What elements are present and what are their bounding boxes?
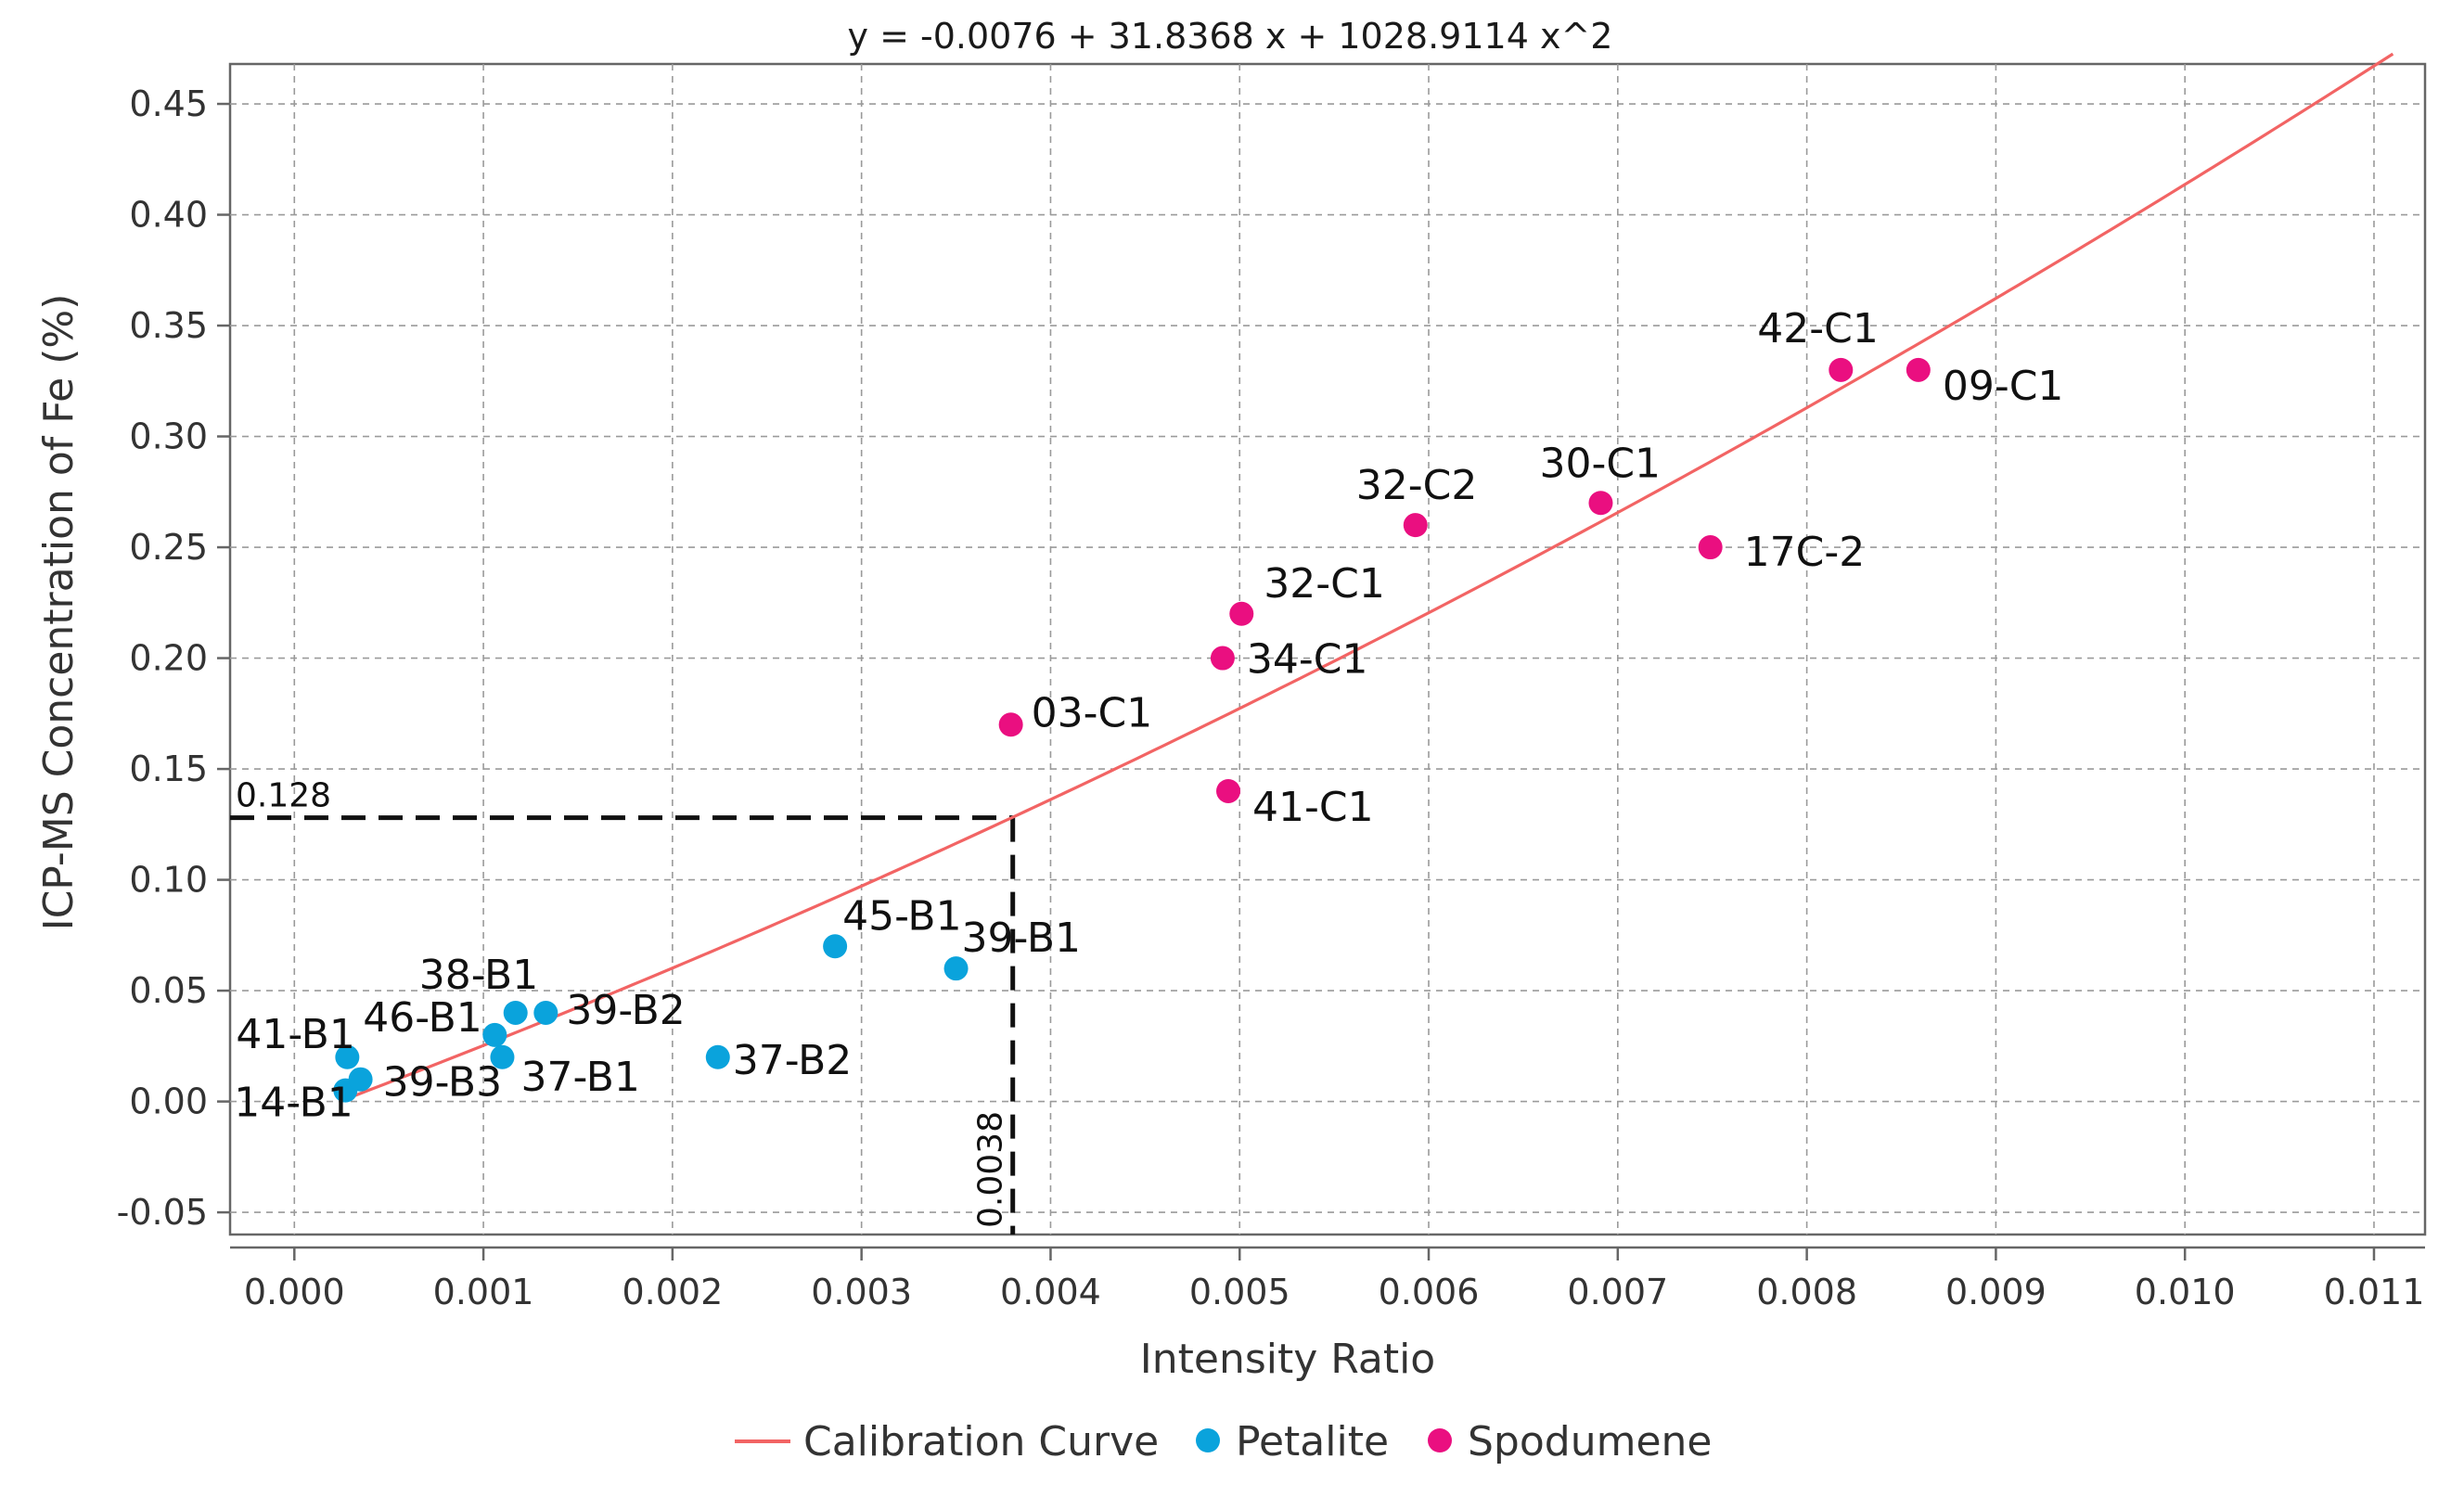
- y-tick-label: 0.35: [129, 305, 208, 346]
- spodumene-point-34-c1: [1210, 646, 1235, 671]
- point-label-41-b1: 41-B1: [236, 1011, 354, 1058]
- petalite-point-45-b1: [823, 934, 848, 959]
- plot-frame: [228, 62, 2427, 1236]
- petalite-point-46-b1: [482, 1022, 507, 1047]
- chart-title: y = -0.0076 + 31.8368 x + 1028.9114 x^2: [848, 16, 1613, 57]
- reference-y-label: 0.128: [236, 777, 331, 815]
- legend-label-petalite: Petalite: [1236, 1418, 1389, 1465]
- y-tick-label: 0.15: [129, 748, 208, 789]
- x-tick-label: 0.005: [1189, 1272, 1290, 1312]
- x-tick-label: 0.006: [1379, 1272, 1480, 1312]
- y-tick-label: 0.00: [129, 1081, 208, 1122]
- point-label-42-c1: 42-C1: [1757, 305, 1879, 352]
- petalite-point-39-b1: [943, 956, 969, 981]
- reference-lines: 0.128 0.0038: [230, 777, 1016, 1235]
- point-label-45-b1: 45-B1: [842, 892, 961, 940]
- calibration-curve-layer: [340, 52, 2394, 1103]
- spodumene-point-32-c2: [1403, 513, 1428, 538]
- point-label-38-b1: 38-B1: [419, 952, 538, 999]
- spodumene-point-42-c1: [1829, 357, 1854, 382]
- spodumene-point-03-c1: [998, 712, 1023, 737]
- x-tick-label: 0.007: [1567, 1272, 1668, 1312]
- legend-swatch-spodumene: [1428, 1428, 1452, 1452]
- point-label-30-c1: 30-C1: [1539, 440, 1661, 487]
- x-tick-label: 0.010: [2135, 1272, 2236, 1312]
- y-tick-label: -0.05: [117, 1192, 208, 1233]
- x-tick-label: 0.003: [811, 1272, 912, 1312]
- legend-label-spodumene: Spodumene: [1468, 1418, 1712, 1465]
- point-label-34-c1: 34-C1: [1247, 636, 1368, 684]
- y-tick-label: 0.45: [129, 83, 208, 124]
- y-tick-label: 0.05: [129, 970, 208, 1011]
- y-tick-label: 0.10: [129, 860, 208, 901]
- point-label-46-b1: 46-B1: [363, 994, 481, 1042]
- y-tick-label: 0.30: [129, 416, 208, 457]
- spodumene-point-41-c1: [1216, 778, 1241, 803]
- spodumene-point-30-c1: [1588, 491, 1613, 516]
- y-axis-title: ICP-MS Concentration of Fe (%): [35, 294, 83, 931]
- petalite-point-37-b1: [490, 1044, 515, 1069]
- point-label-39-b2: 39-B2: [566, 987, 685, 1034]
- x-tick-label: 0.009: [1945, 1272, 2047, 1312]
- point-label-37-b2: 37-B2: [733, 1037, 852, 1084]
- y-tick-label: 0.20: [129, 638, 208, 679]
- x-tick-label: 0.000: [244, 1272, 345, 1312]
- x-tick-label: 0.004: [1000, 1272, 1101, 1312]
- petalite-point-38-b1: [503, 1000, 528, 1025]
- point-label-17c-2: 17C-2: [1744, 529, 1866, 576]
- x-tick-label: 0.002: [622, 1272, 723, 1312]
- grid: [230, 64, 2425, 1235]
- reference-x-label: 0.0038: [972, 1111, 1010, 1228]
- spodumene-point-17c-2: [1698, 535, 1723, 560]
- point-label-32-c2: 32-C2: [1356, 462, 1478, 509]
- petalite-point-37-b2: [705, 1044, 730, 1069]
- point-label-09-c1: 09-C1: [1943, 363, 2064, 410]
- data-points: [333, 357, 1931, 1103]
- legend-label-calibration-curve: Calibration Curve: [803, 1418, 1159, 1465]
- point-label-41-c1: 41-C1: [1252, 784, 1374, 831]
- petalite-point-41-b1: [335, 1044, 360, 1069]
- spodumene-point-32-c1: [1229, 601, 1254, 626]
- spodumene-point-09-c1: [1906, 357, 1931, 382]
- point-label-39-b3: 39-B3: [383, 1059, 502, 1107]
- x-tick-label: 0.008: [1756, 1272, 1857, 1312]
- point-label-37-b1: 37-B1: [520, 1054, 639, 1101]
- x-tick-label: 0.001: [433, 1272, 534, 1312]
- point-label-14-b1: 14-B1: [234, 1080, 353, 1127]
- x-axis-title: Intensity Ratio: [1140, 1336, 1435, 1383]
- petalite-point-39-b3: [348, 1067, 373, 1092]
- x-tick-label: 0.011: [2324, 1272, 2425, 1312]
- y-tick-label: 0.25: [129, 527, 208, 568]
- calibration-curve-line: [340, 52, 2394, 1103]
- petalite-point-39-b2: [533, 1000, 558, 1025]
- axis-ticks: 0.000 0.001 0.002 0.003 0.004 0.005 0.006 0.007…: [117, 83, 2425, 1312]
- legend-swatch-petalite: [1196, 1428, 1220, 1452]
- point-label-39-b1: 39-B1: [962, 915, 1081, 962]
- point-label-03-c1: 03-C1: [1032, 689, 1153, 736]
- point-labels: 14-B1 41-B1 39-B3 46-B1 37-B1 38-B1 39-B2 37-B2…: [234, 305, 2063, 1127]
- legend: Calibration Curve Petalite Spodumene: [735, 1418, 1712, 1465]
- point-label-32-c1: 32-C1: [1264, 560, 1385, 608]
- y-tick-label: 0.40: [129, 195, 208, 236]
